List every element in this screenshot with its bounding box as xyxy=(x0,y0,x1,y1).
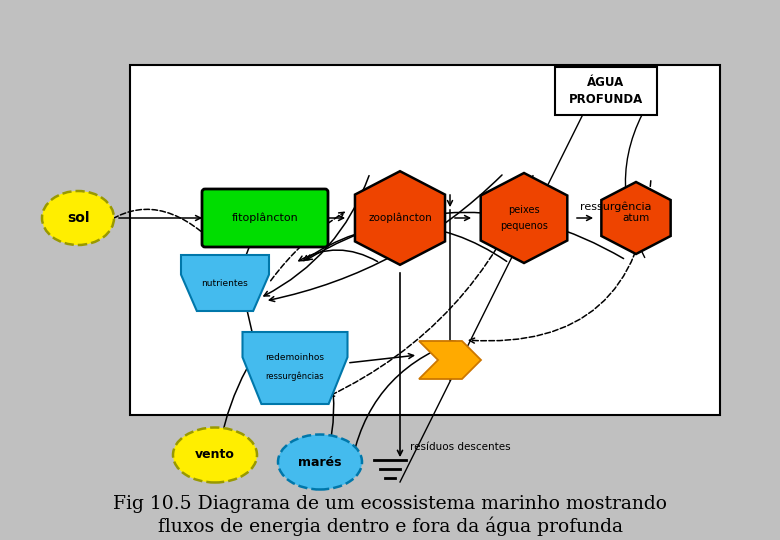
Text: fluxos de energia dentro e fora da água profunda: fluxos de energia dentro e fora da água … xyxy=(158,516,622,536)
Text: PROFUNDA: PROFUNDA xyxy=(569,93,644,106)
Text: vento: vento xyxy=(195,449,235,462)
FancyBboxPatch shape xyxy=(555,67,657,115)
Text: redemoinhos: redemoinhos xyxy=(265,354,324,362)
Polygon shape xyxy=(601,182,671,254)
Polygon shape xyxy=(181,255,269,311)
Text: nutrientes: nutrientes xyxy=(201,279,248,287)
Polygon shape xyxy=(243,332,348,404)
Polygon shape xyxy=(355,171,445,265)
Text: fitoplâncton: fitoplâncton xyxy=(232,213,299,223)
Text: resíduos descentes: resíduos descentes xyxy=(410,442,511,452)
FancyBboxPatch shape xyxy=(202,189,328,247)
Ellipse shape xyxy=(42,191,114,245)
Ellipse shape xyxy=(278,435,362,489)
Ellipse shape xyxy=(173,428,257,483)
Text: peixes: peixes xyxy=(509,205,540,215)
Text: atum: atum xyxy=(622,213,650,223)
Polygon shape xyxy=(419,341,481,379)
FancyBboxPatch shape xyxy=(130,65,720,415)
Text: ÁGUA: ÁGUA xyxy=(587,76,625,89)
Text: pequenos: pequenos xyxy=(500,221,548,231)
Text: ressurgências: ressurgências xyxy=(266,372,324,381)
Polygon shape xyxy=(480,173,567,263)
Text: Fig 10.5 Diagrama de um ecossistema marinho mostrando: Fig 10.5 Diagrama de um ecossistema mari… xyxy=(113,495,667,513)
Text: ressurgência: ressurgência xyxy=(580,201,651,212)
Text: zooplâncton: zooplâncton xyxy=(368,213,432,223)
Text: sol: sol xyxy=(67,211,89,225)
Text: marés: marés xyxy=(298,456,342,469)
